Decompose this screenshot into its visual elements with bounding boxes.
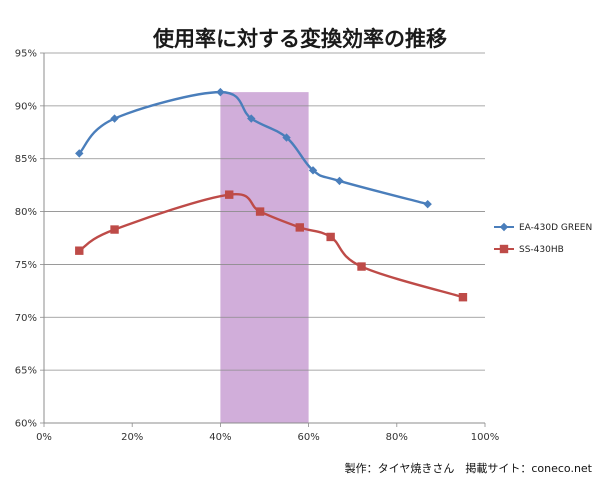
data-point [458, 293, 468, 302]
data-point [110, 225, 119, 234]
x-tick-label: 20% [121, 432, 143, 443]
y-tick-label: 90% [15, 101, 37, 112]
y-tick-label: 60% [15, 419, 37, 430]
data-point [308, 166, 318, 175]
y-tick-label: 65% [15, 366, 37, 377]
highlight-band [220, 92, 309, 423]
credit-text: 製作：タイヤ焼きさん 掲載サイト：coneco.net [345, 461, 593, 475]
data-point [75, 246, 84, 255]
y-tick-label: 80% [15, 207, 37, 218]
x-tick-label: 80% [386, 432, 408, 443]
data-point [247, 114, 256, 123]
data-point [282, 133, 291, 142]
data-point [216, 87, 225, 97]
y-tick-label: 85% [15, 154, 37, 165]
data-point [295, 223, 304, 232]
x-tick-label: 60% [297, 432, 319, 443]
legend-label: EA-430D GREEN [519, 223, 592, 233]
data-point [335, 176, 344, 186]
data-point [255, 207, 265, 216]
y-tick-label: 70% [15, 313, 37, 324]
y-tick-label: 75% [15, 260, 37, 271]
y-tick-label: 95% [15, 49, 37, 60]
chart-title: 使用率に対する変換効率の推移 [152, 27, 447, 51]
x-tick-label: 100% [471, 432, 500, 443]
data-point [110, 114, 119, 123]
data-point [75, 149, 84, 158]
legend-marker [499, 244, 509, 254]
legend-marker [499, 222, 509, 232]
legend-label: SS-430HB [519, 245, 564, 255]
data-point [326, 232, 335, 242]
data-point [357, 262, 366, 271]
x-tick-label: 0% [36, 432, 52, 443]
data-point [423, 199, 432, 209]
data-point [225, 190, 234, 199]
x-tick-label: 40% [209, 432, 231, 443]
